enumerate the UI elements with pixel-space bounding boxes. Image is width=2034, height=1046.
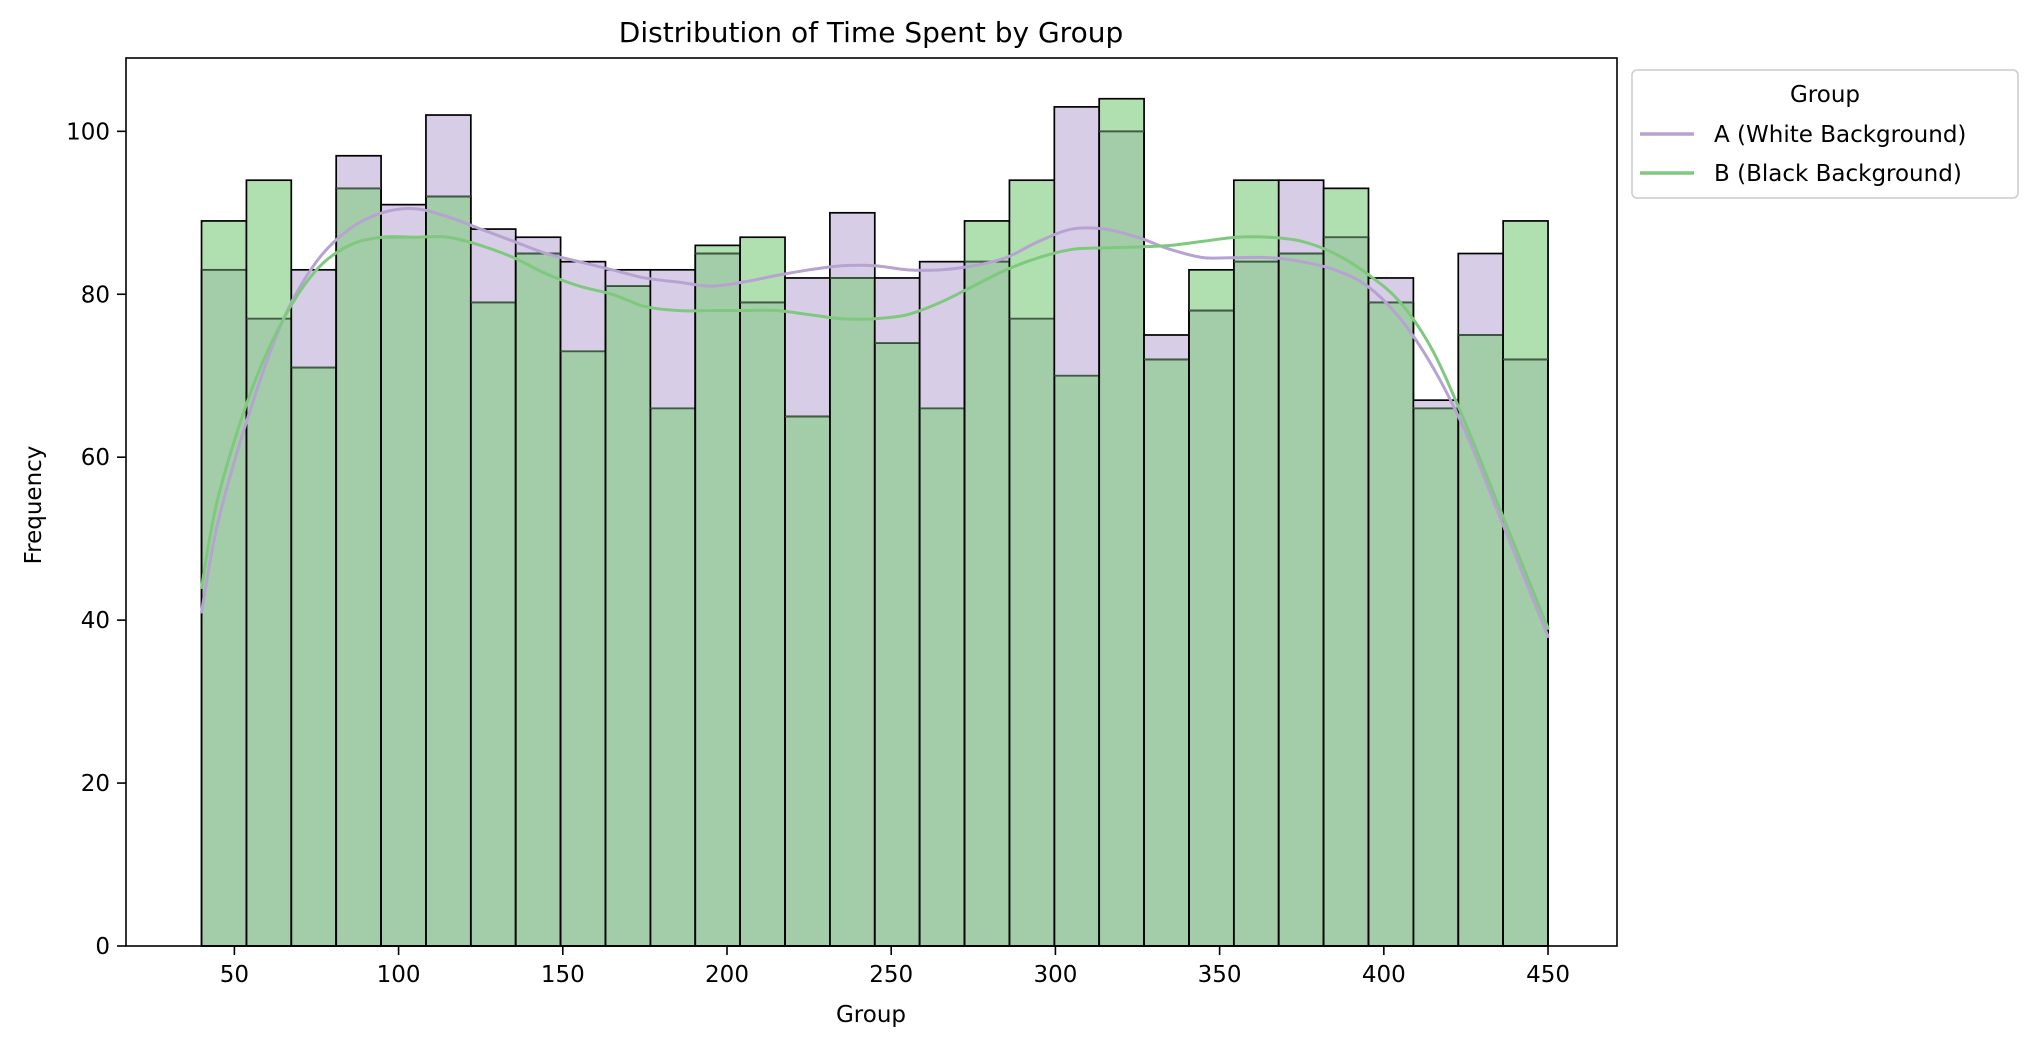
bar-overlap [964,261,1010,946]
bar-overlap [874,343,920,946]
y-tick-label: 40 [81,608,110,634]
y-axis: 0 20 40 60 80 100 [66,119,126,960]
bar-top-segment [919,261,965,409]
bar-overlap [1054,375,1100,947]
bar-overlap [1233,261,1279,946]
bar-overlap [1413,408,1459,946]
bar-overlap [650,408,696,946]
x-axis: 50 100 150 200 250 300 350 400 450 [220,946,1570,988]
bar-overlap [785,416,830,947]
bar-top-segment [291,269,337,368]
bar-overlap [201,269,247,946]
bar-top-segment [605,269,651,287]
bars-layer [200,97,1549,947]
bar-top-segment [1099,98,1145,132]
bar-top-segment [695,245,741,254]
legend-box [1631,69,2019,199]
x-tick-label: 200 [705,962,749,988]
bar-top-segment [1413,400,1459,409]
kde-line-b [200,235,1550,630]
kde-layer [200,207,1550,638]
bar-overlap [1368,302,1414,946]
bar-top-segment [515,237,561,254]
x-tick-label: 150 [541,962,585,988]
bar-top-segment [1233,180,1279,262]
bar-overlap [1458,334,1504,946]
bar-overlap [470,302,516,946]
bar-top-segment [425,115,471,197]
bar-top-segment [1009,180,1055,319]
plot-frame [125,57,1618,947]
legend-label-a: A (White Background) [1714,122,1966,148]
bar-overlap [1099,131,1145,946]
legend: Group A (White Background) B (Black Back… [1631,69,2019,199]
bar-overlap [740,302,786,946]
bar-top-segment [1144,334,1189,360]
bar-top-segment [1368,277,1414,303]
bar-overlap [1503,359,1549,946]
bar-top-segment [1503,220,1549,360]
y-tick-label: 0 [95,934,110,960]
bar-overlap [1188,310,1234,946]
kde-line-a [200,207,1550,638]
bar-overlap [291,367,337,947]
bar-top-segment [740,237,786,303]
bar-overlap [246,318,292,946]
legend-label-b: B (Black Background) [1714,161,1962,187]
bar-top-segment [829,212,875,278]
bar-overlap [919,408,965,946]
bar-overlap [560,351,606,946]
bar-overlap [1009,318,1055,946]
bar-overlap [695,253,741,946]
x-tick-label: 300 [1033,962,1077,988]
bar-top-segment [650,269,696,409]
bar-top-segment [1054,106,1100,376]
bar-overlap [605,286,651,946]
x-tick-label: 350 [1198,962,1242,988]
bar-overlap [1278,253,1324,946]
bar-overlap [336,188,382,947]
y-tick-label: 80 [81,282,110,308]
bar-top-segment [560,261,606,352]
x-axis-label: Group [836,1002,906,1028]
x-tick-label: 400 [1362,962,1406,988]
x-tick-label: 250 [869,962,913,988]
y-axis-label: Frequency [21,446,47,565]
y-tick-label: 100 [66,119,110,145]
bar-top-segment [874,277,920,344]
bar-overlap [1144,359,1189,946]
bar-top-segment [1323,188,1369,238]
bar-overlap [1323,237,1369,947]
bar-top-segment [470,229,516,303]
bar-overlap [425,196,471,946]
bar-overlap [829,277,875,947]
chart-title: Distribution of Time Spent by Group [619,16,1123,49]
bar-top-segment [964,220,1010,262]
x-tick-label: 50 [220,962,249,988]
y-tick-label: 60 [81,445,110,471]
legend-title: Group [1790,82,1860,108]
x-tick-label: 450 [1526,962,1570,988]
bar-top-segment [336,155,382,189]
bar-overlap [515,253,561,946]
plot-area [125,57,1618,947]
x-tick-label: 100 [377,962,421,988]
bar-top-segment [1458,253,1504,335]
bar-top-segment [201,220,247,270]
bar-overlap [381,237,426,947]
bar-top-segment [1188,269,1234,311]
y-tick-label: 20 [81,771,110,797]
bar-top-segment [246,180,292,319]
bar-top-segment [785,277,830,417]
